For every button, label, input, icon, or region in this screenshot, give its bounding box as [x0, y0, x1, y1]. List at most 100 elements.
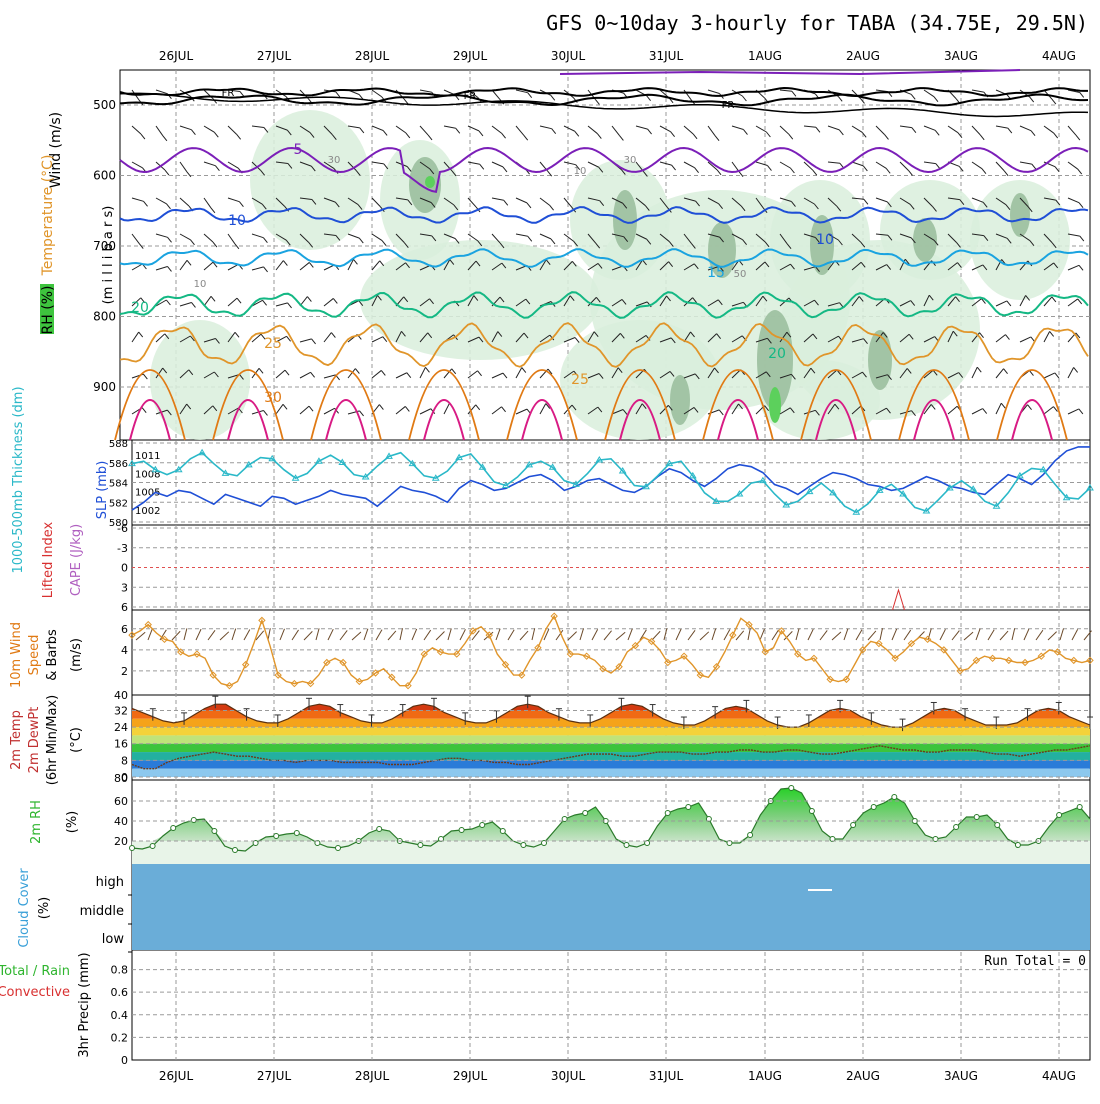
- barb-flag: [382, 336, 388, 343]
- barb: [707, 265, 720, 271]
- barb: [131, 125, 142, 135]
- barb-flag: [764, 261, 770, 268]
- barb: [299, 197, 312, 200]
- li-tick-1: -3: [117, 542, 128, 555]
- barb-flag: [810, 367, 816, 374]
- ylabel-wind10-4: (m/s): [69, 638, 84, 672]
- barb-flag: [1078, 408, 1084, 415]
- wind-barb: [423, 629, 432, 641]
- wind-barb: [315, 628, 320, 641]
- barb-flag: [930, 404, 936, 410]
- temp-tick-1: 24: [114, 721, 128, 734]
- barb-flag: [642, 259, 647, 266]
- barb: [755, 197, 764, 209]
- barb: [731, 233, 743, 241]
- barb: [299, 338, 312, 343]
- barb: [971, 161, 983, 170]
- barb-flag: [594, 99, 600, 105]
- barb-flag: [550, 238, 556, 245]
- wind-barb: [399, 628, 403, 641]
- barb-flag: [403, 242, 409, 248]
- barb: [299, 161, 312, 167]
- temp-band-3: [132, 727, 1090, 736]
- barb: [611, 197, 624, 204]
- rh-pt-14: [273, 833, 280, 839]
- barb-flag: [957, 132, 963, 139]
- wind-barb: [999, 630, 1009, 641]
- barb-flag: [166, 409, 172, 416]
- rh-pt-16: [293, 830, 300, 836]
- barb: [179, 403, 188, 415]
- li-tick-0: -6: [117, 522, 128, 535]
- barb-flag: [911, 410, 916, 417]
- barb-flag: [140, 133, 146, 140]
- barb: [1043, 125, 1055, 134]
- barb: [875, 264, 887, 271]
- barb-flag: [815, 126, 821, 133]
- barb-flag: [545, 259, 551, 266]
- barb-flag: [885, 168, 891, 174]
- barb: [923, 294, 930, 307]
- barb-flag: [477, 370, 482, 377]
- barb-flag: [666, 295, 671, 302]
- barb: [539, 259, 547, 271]
- rh-pt-42: [561, 816, 568, 822]
- barb: [587, 161, 600, 168]
- barb-flag: [549, 204, 554, 211]
- barb-flag: [547, 170, 553, 177]
- barb-flag: [668, 261, 674, 267]
- barb-flag: [617, 367, 623, 374]
- barb-flag: [982, 201, 988, 208]
- contour-label-12: 10: [574, 166, 587, 177]
- barb-flag: [404, 406, 410, 412]
- precip-tick-0: 0.8: [111, 964, 129, 977]
- barb-flag: [550, 94, 556, 101]
- wind-barb: [375, 629, 383, 641]
- slp-series-pt-32: [501, 481, 510, 489]
- barb-flag: [477, 240, 483, 247]
- barb: [827, 403, 836, 415]
- barb-flag: [358, 237, 364, 244]
- wind-pt-106: [988, 654, 997, 663]
- barb: [275, 369, 286, 379]
- barb: [779, 161, 791, 169]
- barb-flag: [982, 408, 988, 414]
- temp-35-arc-6: [717, 399, 759, 441]
- barb-flag: [478, 336, 484, 343]
- barb-flag: [981, 298, 986, 304]
- barb: [275, 335, 287, 343]
- barb-flag: [812, 169, 818, 176]
- wind-pt-64: [647, 637, 656, 646]
- barb-flag: [380, 370, 386, 376]
- barb: [683, 161, 695, 169]
- barb-flag: [1051, 242, 1057, 249]
- barb: [251, 299, 263, 307]
- barb-flag: [451, 170, 457, 177]
- barb-flag: [644, 205, 650, 211]
- date-top-0: 26JUL: [159, 49, 194, 63]
- barb: [971, 408, 983, 415]
- wind-barb: [759, 628, 765, 641]
- barb-flag: [932, 206, 937, 212]
- wind-pt-112: [1037, 652, 1045, 660]
- barb-flag: [239, 201, 244, 208]
- wind-barb: [339, 630, 348, 641]
- barb-flag: [693, 407, 699, 413]
- barb-flag: [670, 337, 676, 344]
- barb-flag: [981, 168, 987, 175]
- barb-flag: [861, 132, 867, 138]
- slp-series-pt-8: [221, 469, 230, 476]
- barb-flag: [714, 367, 719, 374]
- wind-barb: [411, 628, 418, 641]
- slp-series-pt-52: [735, 490, 744, 497]
- barb-flag: [767, 165, 772, 171]
- barb: [755, 295, 764, 307]
- barb: [299, 125, 311, 133]
- cloud-level-middle: middle: [80, 904, 124, 919]
- barb: [155, 299, 167, 307]
- barb: [971, 233, 984, 237]
- barb: [755, 233, 766, 243]
- barb: [443, 197, 455, 206]
- temp-tick-3: 8: [121, 754, 128, 767]
